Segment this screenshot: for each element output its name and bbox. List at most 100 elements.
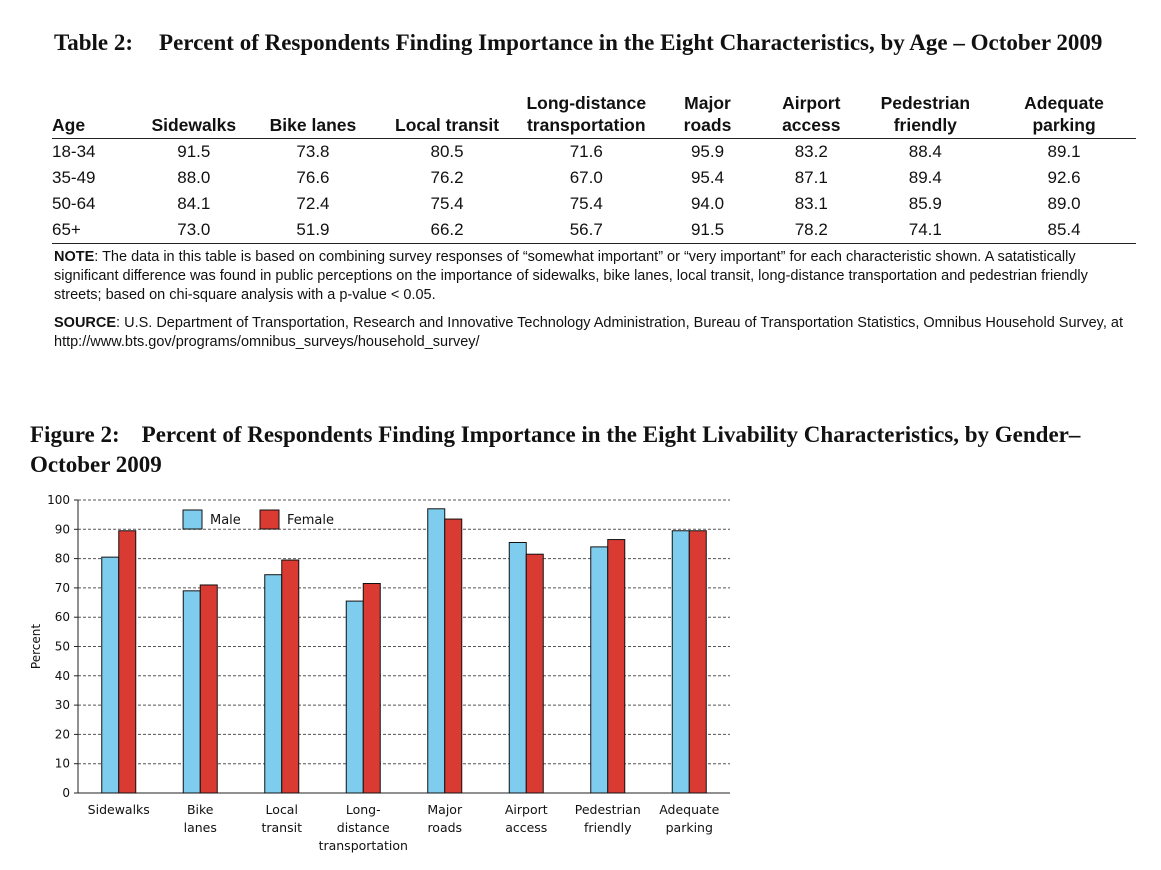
bar-female (118, 530, 137, 794)
age-group-cell: 35-49 (52, 168, 96, 187)
column-header-line: Local transit (395, 115, 500, 135)
x-tick-label: Adequate (659, 802, 719, 817)
percent-cell: 72.4 (296, 194, 330, 213)
legend-label: Female (287, 513, 334, 528)
percent-cell: 95.4 (690, 168, 725, 187)
bar-female (688, 530, 707, 794)
percent-cell: 91.5 (651, 217, 765, 244)
column-header-line: Pedestrian (880, 93, 971, 113)
y-tick-label: 90 (55, 522, 70, 536)
column-header: Local transit (372, 92, 522, 139)
y-tick-label: 60 (55, 610, 70, 624)
column-header-line: parking (1032, 115, 1096, 135)
column-header: Airport access (764, 92, 859, 139)
legend-label: Male (210, 513, 241, 528)
x-tick-label: transportation (319, 838, 408, 853)
column-header: Long-distance transportation (521, 92, 651, 139)
x-tick-label: Bike (187, 802, 214, 817)
table-header-row: Age Sidewalks Bike lanes Local transit Long-… (52, 92, 1136, 139)
percent-cell: 73.8 (296, 142, 330, 161)
percent-cell: 89.4 (908, 168, 942, 187)
percent-cell: 92.6 (1047, 168, 1081, 187)
x-tick-label: parking (666, 820, 713, 835)
y-tick-label: 40 (55, 669, 70, 683)
x-tick-label: Pedestrian (575, 802, 641, 817)
y-tick-label: 30 (55, 698, 70, 712)
x-tick-label: Sidewalks (88, 802, 150, 817)
column-header-line: roads (683, 115, 732, 135)
percent-cell: 67.0 (569, 168, 603, 187)
column-header-line: Airport (782, 93, 841, 113)
y-axis-label: Percent (29, 624, 43, 669)
percent-cell: 94.0 (690, 194, 725, 213)
bar-male (508, 541, 527, 794)
bar-female (281, 559, 300, 794)
percent-cell: 84.1 (177, 194, 211, 213)
y-tick-label: 80 (55, 552, 70, 566)
y-tick-label: 70 (55, 581, 70, 595)
x-tick-label: lanes (184, 820, 217, 835)
percent-cell: 76.6 (296, 168, 330, 187)
y-tick-label: 50 (55, 640, 70, 654)
percent-cell: 71.6 (569, 142, 603, 161)
bar-female (444, 518, 463, 794)
column-header: Age (52, 92, 135, 139)
table-title: Table 2: Percent of Respondents Finding I… (54, 28, 1134, 57)
bar-male (264, 574, 283, 794)
percent-cell: 80.5 (430, 142, 464, 161)
percent-cell: 73.0 (134, 217, 254, 244)
column-header: Sidewalks (134, 92, 254, 139)
age-group-cell: 50-64 (52, 194, 96, 213)
x-tick-label: distance (337, 820, 390, 835)
column-header-line: access (782, 115, 841, 135)
note-label: NOTE (54, 249, 95, 265)
legend-swatch-female (259, 509, 280, 530)
bar-male (427, 508, 446, 794)
table-row: 35-49 88.0 76.6 76.2 67.0 95.4 87.1 89.4 92.6 (52, 165, 1136, 191)
percent-cell: 75.4 (430, 194, 464, 213)
y-tick-label: 20 (55, 727, 70, 741)
table-row: 65+ 73.0 51.9 66.2 56.7 91.5 78.2 74.1 85.4 (52, 217, 1136, 244)
figure-number: Figure 2: (30, 422, 120, 447)
x-tick-label: roads (427, 820, 462, 835)
age-table: Age Sidewalks Bike lanes Local transit Long-… (52, 92, 1136, 244)
percent-cell: 74.1 (858, 217, 993, 244)
percent-cell: 88.0 (177, 168, 211, 187)
column-header-line: Adequate (1024, 93, 1104, 113)
column-header-line: friendly (893, 115, 957, 135)
table-source: SOURCE: U.S. Department of Transportatio… (54, 314, 1124, 352)
note-text: : The data in this table is based on com… (54, 249, 1088, 303)
legend-swatch-male (182, 509, 203, 530)
table-body: 18-34 91.5 73.8 80.5 71.6 95.9 83.2 88.4 89.1 35-… (52, 139, 1136, 244)
percent-cell: 95.9 (690, 142, 725, 161)
x-tick-label: Local (266, 802, 298, 817)
percent-cell: 76.2 (430, 168, 464, 187)
bar-female (607, 539, 626, 794)
x-tick-label: Major (427, 802, 463, 817)
table-row: 50-64 84.1 72.4 75.4 75.4 94.0 83.1 85.9 89.0 (52, 191, 1136, 217)
column-header: Pedestrian friendly (858, 92, 993, 139)
percent-cell: 66.2 (372, 217, 522, 244)
percent-cell: 89.1 (1047, 142, 1081, 161)
column-header-line: Major (684, 93, 731, 113)
bar-male (590, 546, 609, 794)
percent-cell: 56.7 (521, 217, 651, 244)
bar-female (199, 584, 218, 794)
y-tick-label: 0 (62, 786, 70, 800)
x-tick-label: friendly (584, 820, 632, 835)
bar-male (101, 556, 120, 794)
percent-cell: 78.2 (764, 217, 859, 244)
bar-male (182, 590, 201, 794)
percent-cell: 91.5 (177, 142, 211, 161)
percent-cell: 51.9 (253, 217, 373, 244)
y-tick-label: 10 (55, 757, 70, 771)
percent-cell: 88.4 (908, 142, 942, 161)
percent-cell: 83.1 (794, 194, 828, 213)
age-group-cell: 18-34 (52, 142, 96, 161)
percent-cell: 89.0 (1047, 194, 1081, 213)
column-header: Adequate parking (992, 92, 1136, 139)
percent-cell: 85.4 (992, 217, 1136, 244)
bar-male (671, 530, 690, 794)
table-note: NOTE: The data in this table is based on… (54, 248, 1124, 305)
bar-female (362, 583, 381, 794)
